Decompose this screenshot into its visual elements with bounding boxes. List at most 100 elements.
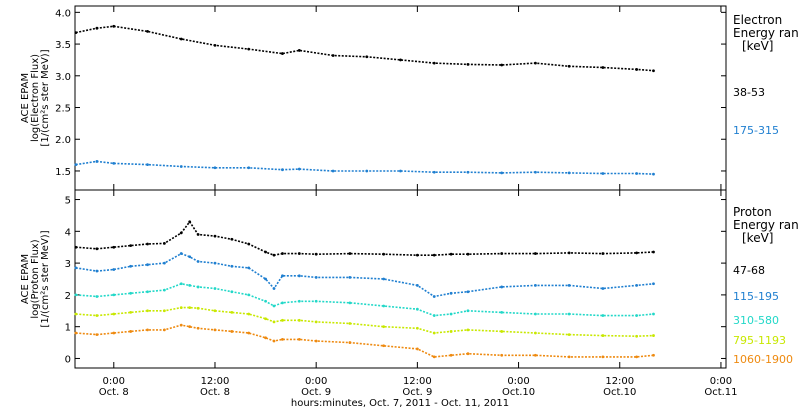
y-tick-label: 3.0	[55, 72, 71, 83]
data-point	[601, 314, 605, 317]
y-axis-title-line: log(Proton Flux)	[30, 239, 41, 318]
data-point	[500, 171, 504, 175]
data-point	[179, 282, 183, 286]
data-point	[272, 339, 276, 343]
data-point	[601, 287, 605, 290]
data-point	[534, 353, 537, 357]
data-point	[179, 252, 183, 255]
legend-entry: 795-1193	[733, 334, 786, 347]
data-point	[297, 167, 301, 171]
series-line-38-53	[75, 25, 654, 72]
x-tick-label-time: 0:00	[103, 376, 125, 387]
data-point	[432, 314, 436, 317]
x-tick-label-time: 12:00	[403, 376, 432, 387]
data-point	[272, 287, 276, 290]
series-line-310-580	[75, 282, 654, 317]
data-point	[162, 242, 166, 245]
data-point	[601, 334, 605, 337]
data-point	[129, 291, 133, 295]
data-point	[74, 312, 78, 316]
data-point	[314, 299, 318, 303]
data-point	[567, 64, 571, 68]
data-point	[635, 355, 639, 359]
data-point	[95, 314, 99, 317]
data-point	[601, 355, 605, 359]
series-line-795-1193	[75, 306, 654, 338]
data-point	[635, 251, 639, 255]
data-point	[112, 24, 116, 28]
data-point	[264, 250, 267, 254]
legend-entry: 115-195	[733, 290, 779, 303]
data-point	[230, 264, 234, 268]
data-point	[129, 330, 133, 333]
data-point	[188, 255, 192, 259]
data-point	[281, 52, 284, 55]
data-point	[146, 290, 149, 294]
data-point	[74, 331, 78, 335]
panel-frame-electron	[74, 5, 727, 191]
data-point	[74, 245, 78, 249]
data-point	[230, 330, 234, 333]
data-point	[382, 277, 386, 281]
data-point	[213, 328, 217, 332]
data-point	[652, 353, 655, 357]
data-point	[146, 263, 149, 267]
series-line-47-68	[75, 220, 654, 257]
data-point	[247, 166, 251, 170]
y-tick-label: 2.5	[55, 104, 71, 115]
data-point	[314, 320, 318, 324]
data-point	[534, 331, 537, 335]
data-point	[272, 320, 276, 324]
data-point	[146, 242, 149, 246]
x-tick-label-time: 0:00	[710, 376, 732, 387]
data-point	[281, 274, 284, 278]
data-point	[74, 266, 78, 270]
data-point	[247, 293, 251, 297]
data-point	[264, 317, 267, 321]
data-point	[112, 161, 116, 165]
series-line-1060-1900	[75, 324, 654, 358]
data-point	[129, 264, 133, 268]
data-point	[500, 330, 504, 333]
data-point	[146, 328, 149, 332]
data-point	[162, 309, 166, 313]
data-point	[230, 290, 234, 294]
data-point	[567, 355, 571, 359]
x-tick-label-day: Oct.10	[502, 387, 535, 398]
legend-title-line: Proton	[733, 205, 772, 219]
data-point	[297, 252, 301, 255]
data-point	[146, 309, 149, 313]
legend-title-line: Electron	[733, 13, 782, 27]
data-point	[297, 318, 301, 322]
y-tick-label: 5	[65, 196, 71, 207]
data-point	[179, 37, 183, 41]
y-tick-label: 1	[65, 323, 71, 334]
x-tick-label-day: Oct.11	[704, 387, 737, 398]
data-point	[146, 29, 149, 33]
data-point	[264, 277, 267, 281]
data-point	[213, 309, 217, 313]
panel-frame-proton	[74, 189, 727, 369]
data-point	[146, 163, 149, 167]
x-tick-label-day: Oct. 9	[402, 387, 432, 398]
data-point	[466, 290, 470, 294]
data-point	[567, 312, 571, 316]
series-line-175-315	[75, 160, 654, 175]
data-point	[129, 310, 133, 314]
data-point	[95, 269, 99, 273]
data-point	[272, 253, 276, 257]
data-point	[213, 287, 217, 290]
data-point	[95, 26, 99, 30]
y-tick-label: 4	[65, 227, 71, 238]
data-point	[348, 341, 352, 344]
data-point	[432, 170, 436, 174]
data-point	[432, 331, 436, 335]
data-point	[297, 337, 301, 341]
data-point	[314, 276, 318, 279]
data-point	[348, 276, 352, 279]
data-point	[500, 252, 504, 255]
y-tick-label: 4.0	[55, 8, 71, 19]
data-point	[500, 310, 504, 314]
